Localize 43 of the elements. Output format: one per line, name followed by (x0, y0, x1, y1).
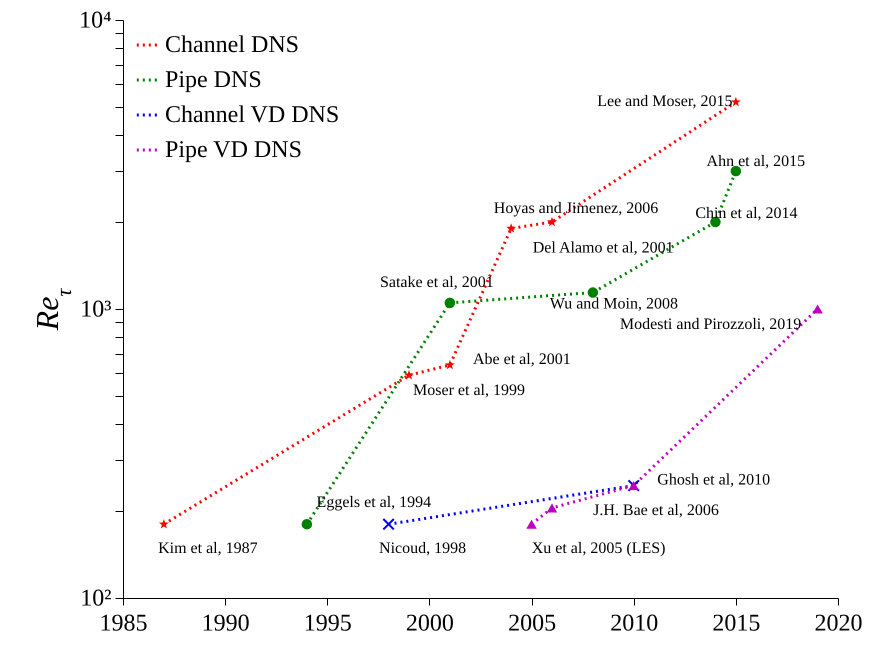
annotation: Lee and Moser, 2015 (597, 93, 733, 110)
annotation: Abe et al, 2001 (472, 351, 571, 368)
annotation: Ahn et al, 2015 (706, 153, 806, 170)
x-tick-label: 2005 (508, 610, 556, 636)
y-tick-label: 10³ (80, 296, 112, 322)
point (382, 518, 395, 530)
point (588, 287, 598, 298)
x-tick-label: 1985 (100, 610, 148, 636)
legend-label: Channel VD DNS (165, 102, 340, 128)
point (444, 360, 455, 370)
point (730, 166, 742, 176)
x-tick-label: 2020 (814, 610, 862, 636)
annotation: Xu et al, 2005 (LES) (532, 540, 666, 558)
x-tick-label: 2015 (712, 610, 760, 636)
point (302, 518, 312, 530)
annotation: Eggels et al, 1994 (316, 494, 432, 512)
annotation: Kim et al, 1987 (158, 540, 258, 558)
annotation: Satake et al, 2001 (380, 274, 494, 291)
x-tick-label: 2000 (406, 610, 454, 636)
x-tick-label: 1990 (202, 610, 250, 636)
annotation: Ghosh et al, 2010 (657, 472, 770, 489)
point (444, 298, 456, 308)
annotation: J.H. Bae et al, 2006 (593, 502, 719, 519)
x-tick-label: 2010 (610, 610, 658, 636)
point (506, 223, 516, 233)
y-tick-label: 10⁴ (79, 8, 112, 34)
x-tick-label: 1995 (304, 610, 352, 636)
annotation: Nicoud, 1998 (379, 540, 466, 558)
point (158, 518, 169, 528)
legend-label: Pipe DNS (165, 67, 262, 93)
annotation: Hoyas and Jimenez, 2006 (494, 200, 658, 217)
point (812, 304, 823, 314)
point (547, 216, 557, 226)
point (546, 503, 558, 512)
y-tick-label: 10² (80, 586, 112, 612)
point (404, 370, 414, 380)
annotation: Wu and Moin, 2008 (550, 296, 678, 313)
annotation: Modesti and Pirozzoli, 2019 (620, 316, 802, 333)
point (526, 520, 537, 529)
legend-label: Pipe VD DNS (165, 137, 302, 163)
annotation: Moser et al, 1999 (413, 382, 525, 400)
legend-label: Channel DNS (165, 32, 299, 58)
annotation: Chin et al, 2014 (695, 205, 798, 222)
